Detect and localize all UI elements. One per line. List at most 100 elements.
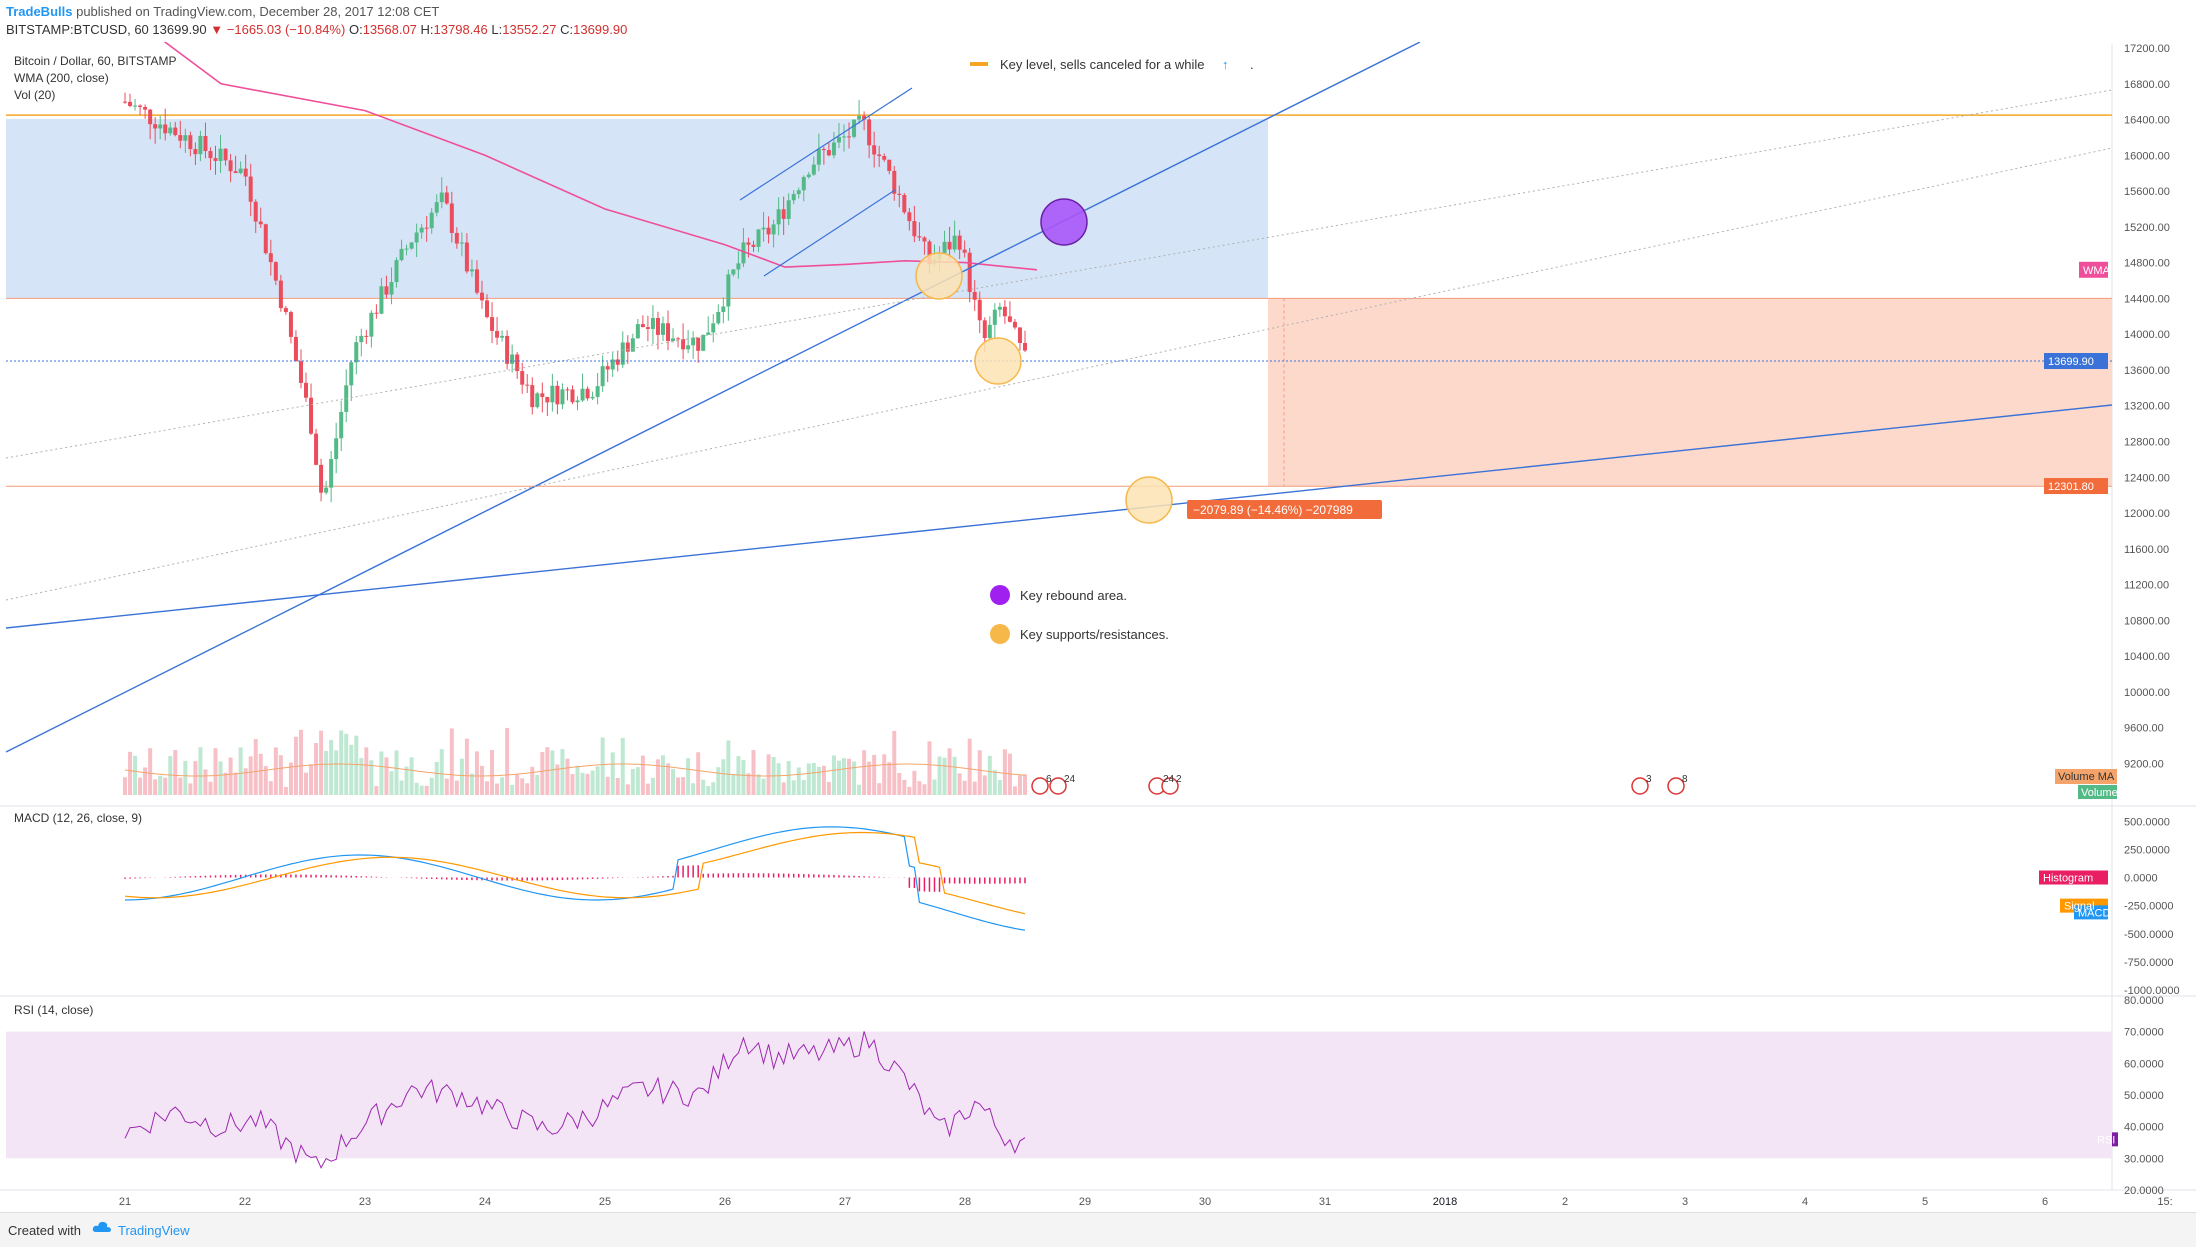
macd-title: MACD (12, 26, close, 9) xyxy=(14,811,142,825)
candle-body xyxy=(595,386,600,397)
candle-body xyxy=(560,389,565,405)
candle-body xyxy=(917,236,922,238)
candle-body xyxy=(1002,306,1007,317)
candle-body xyxy=(660,323,665,335)
volume-bar xyxy=(233,772,238,795)
volume-bar xyxy=(560,749,565,795)
dotted-trendline xyxy=(5,147,2113,601)
us-flag-icon xyxy=(1031,777,1049,795)
volume-bar xyxy=(429,777,434,795)
candle-body xyxy=(625,342,630,352)
candle-body xyxy=(972,291,977,300)
chart-canvas[interactable]: 17200.00 16800.00 16400.00 16000.00 15600.00… xyxy=(0,42,2196,1212)
candle-body xyxy=(459,242,464,244)
candle-body xyxy=(771,224,776,235)
volume-bar xyxy=(615,778,620,795)
volume-bar xyxy=(424,785,429,795)
price-tag-label: 13699.90 xyxy=(2048,356,2094,368)
candle-body xyxy=(334,438,339,460)
candle-body xyxy=(500,335,505,338)
macd-tick-label: -250.0000 xyxy=(2124,901,2174,913)
volume-bar xyxy=(314,742,319,795)
candle-body xyxy=(681,339,686,350)
volume-bar xyxy=(359,758,364,795)
candle-body xyxy=(474,269,479,293)
volume-bar xyxy=(957,773,962,795)
candle-body xyxy=(495,330,500,338)
candle-body xyxy=(912,221,917,237)
volume-bar xyxy=(676,777,681,795)
candle-body xyxy=(278,280,283,309)
volume-bar xyxy=(198,747,203,795)
volume-bar xyxy=(565,758,570,795)
volume-bar xyxy=(982,775,987,795)
volume-bar xyxy=(791,780,796,795)
volume-bar xyxy=(625,784,630,795)
volume-bar xyxy=(123,777,127,795)
candle-body xyxy=(520,371,525,385)
volume-bar xyxy=(776,763,781,795)
volume-bar xyxy=(997,780,1002,795)
volume-bar xyxy=(590,770,595,795)
candle-body xyxy=(696,337,701,351)
candle-body xyxy=(922,237,927,242)
candle-body xyxy=(776,209,781,225)
candle-body xyxy=(469,269,474,272)
volume-bar xyxy=(203,769,208,795)
candle-body xyxy=(515,354,520,372)
volume-bar xyxy=(298,729,303,795)
publish-text: published on TradingView.com, December 2… xyxy=(76,4,440,19)
volume-bar xyxy=(821,765,826,795)
candle-body xyxy=(384,286,389,295)
candle-body xyxy=(525,384,530,386)
volume-bar xyxy=(887,762,892,795)
candle-body xyxy=(359,335,364,343)
rsi-tick-label: 60.0000 xyxy=(2124,1058,2164,1070)
created-with-label: Created with xyxy=(8,1223,81,1238)
candle-body xyxy=(123,101,127,103)
volume-bar xyxy=(354,735,359,795)
author-link[interactable]: TradeBulls xyxy=(6,4,73,19)
legend-line-marker xyxy=(970,62,988,66)
candle-body xyxy=(565,389,570,391)
volume-bar xyxy=(238,747,243,795)
volume-bar xyxy=(469,773,474,795)
candle-body xyxy=(153,124,158,129)
volume-bar xyxy=(681,777,686,795)
candle-body xyxy=(801,177,806,191)
time-tick-label: 26 xyxy=(719,1196,731,1208)
tradingview-link[interactable]: TradingView xyxy=(118,1223,190,1238)
candle-body xyxy=(852,119,857,137)
volume-bar xyxy=(515,774,520,795)
volume-bar xyxy=(439,749,444,795)
range-label: −2079.89 (−14.46%) −207989 xyxy=(1193,503,1353,517)
volume-bar xyxy=(570,773,575,795)
volume-bar xyxy=(550,750,555,795)
range-label-bg xyxy=(1187,500,1382,519)
price-tick-label: 10800.00 xyxy=(2124,615,2170,627)
price-tick-label: 11200.00 xyxy=(2124,580,2169,592)
close-value: 13699.90 xyxy=(573,22,628,37)
candle-body xyxy=(555,385,560,405)
candle-body xyxy=(615,359,620,365)
candle-body xyxy=(786,200,791,219)
volume-bar xyxy=(183,760,188,795)
symbol-label: BITSTAMP:BTCUSD, 60 xyxy=(6,22,149,37)
volume-bar xyxy=(796,767,801,795)
volume-bar xyxy=(334,750,339,795)
time-tick-label: 30 xyxy=(1199,1196,1211,1208)
candle-body xyxy=(741,242,746,264)
volume-bar xyxy=(243,768,248,795)
volume-bar xyxy=(143,767,148,795)
event-label: 3 xyxy=(1646,774,1652,785)
volume-bar xyxy=(434,761,439,795)
volume-bar xyxy=(530,766,535,795)
candle-body xyxy=(158,124,163,129)
candle-body xyxy=(479,292,484,301)
publish-info: TradeBulls published on TradingView.com,… xyxy=(6,4,439,19)
candle-body xyxy=(394,260,399,283)
event-label: 24 xyxy=(1064,774,1076,785)
candle-body xyxy=(761,227,766,230)
support-circle xyxy=(1125,476,1173,524)
volume-bar xyxy=(992,770,997,795)
